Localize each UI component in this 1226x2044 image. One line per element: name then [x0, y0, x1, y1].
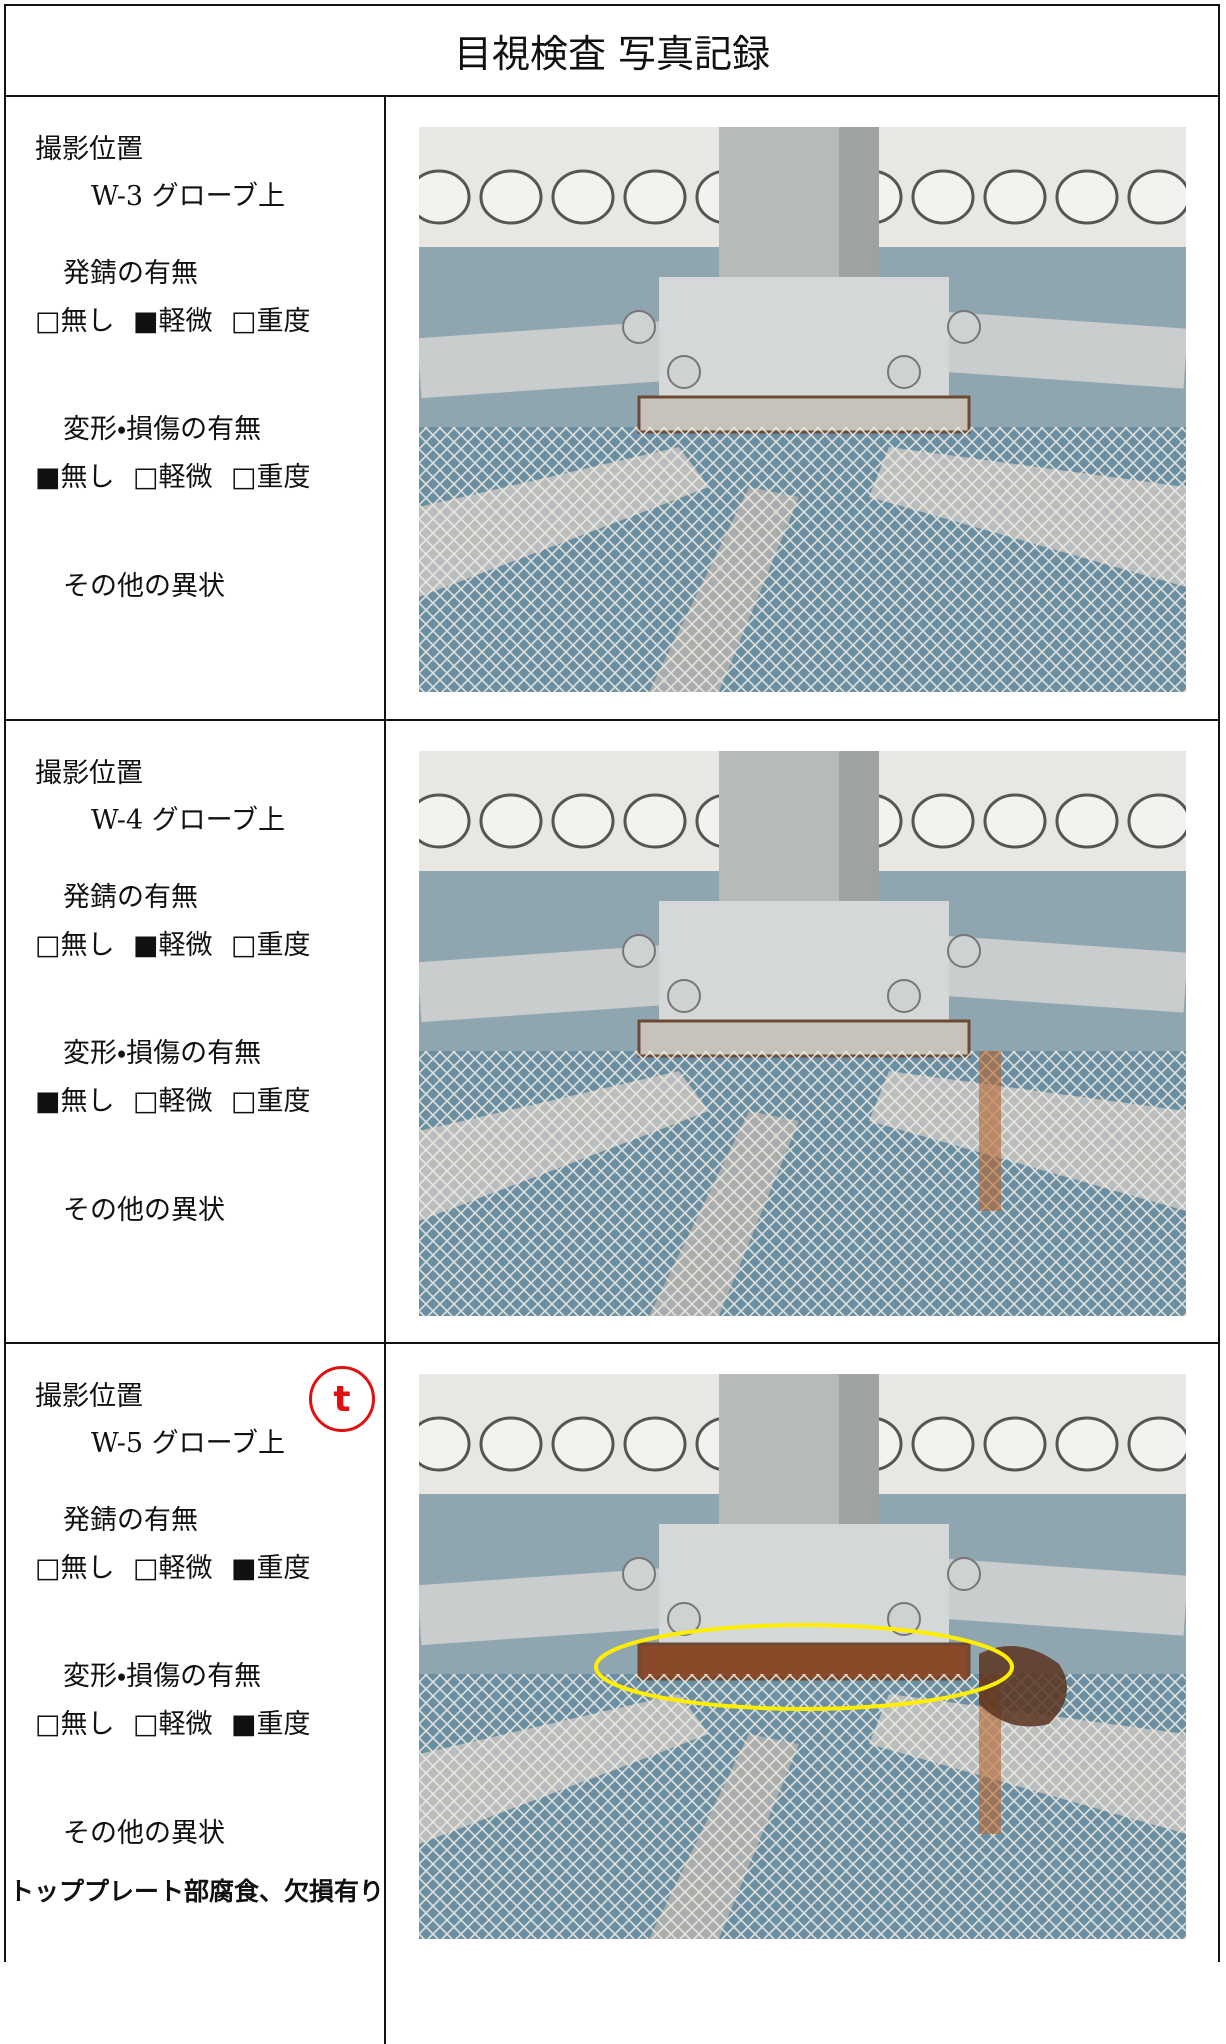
bolt — [887, 1602, 921, 1636]
pipe-end — [1127, 793, 1186, 849]
rust-stain — [979, 1051, 1001, 1211]
damage-option: ■無し — [35, 1086, 115, 1117]
pipe-end — [911, 1416, 975, 1472]
bolt — [667, 355, 701, 389]
net — [419, 1051, 1186, 1316]
damage-option: ■重度 — [231, 1709, 311, 1740]
rust-option: ■重度 — [231, 1553, 311, 1584]
other-label: その他の異状 — [63, 1818, 225, 1849]
rust-option: □無し — [35, 1553, 115, 1584]
damage-option: □軽微 — [133, 462, 213, 493]
rust-label: 発錆の有無 — [63, 258, 198, 289]
bolt — [667, 1602, 701, 1636]
position-label: 撮影位置 — [35, 134, 143, 165]
bolt — [622, 310, 656, 344]
sheet: 目視検査 写真記録 撮影位置 W-3 グローブ上 発錆の有無 □無し ■軽微 □重度 変形・… — [4, 4, 1220, 2044]
other-note: トッププレート部腐食、欠損有り — [9, 1877, 385, 1906]
pipe-end — [623, 169, 687, 225]
rust-option: □軽微 — [133, 1553, 213, 1584]
damage-option: □軽微 — [133, 1086, 213, 1117]
pipe-end — [623, 793, 687, 849]
position-label: 撮影位置 — [35, 758, 143, 789]
rust-option: □重度 — [231, 930, 311, 961]
position-label: 撮影位置 — [35, 1381, 143, 1412]
position: W-3 グローブ上 — [91, 181, 286, 212]
pipe-end — [623, 1416, 687, 1472]
bolt — [887, 355, 921, 389]
pipe-end — [1055, 793, 1119, 849]
pipe-end — [419, 1416, 471, 1472]
highlight-ring — [594, 1623, 1014, 1711]
pipe-end — [1055, 1416, 1119, 1472]
pipe-end — [1127, 169, 1186, 225]
damage-label: 変形・損傷の有無 — [63, 1661, 262, 1692]
bolt — [622, 934, 656, 968]
pipe-end — [479, 1416, 543, 1472]
plate — [637, 1642, 971, 1681]
rust-label: 発錆の有無 — [63, 882, 198, 913]
damage-option: □無し — [35, 1709, 115, 1740]
pipe-end — [983, 793, 1047, 849]
rust-option: ■軽微 — [133, 930, 213, 961]
pipe-end — [551, 793, 615, 849]
pipe-end — [551, 1416, 615, 1472]
page: 目視検査 写真記録 撮影位置 W-3 グローブ上 発錆の有無 □無し ■軽微 □重度 変形・… — [4, 4, 1220, 2044]
net — [419, 1674, 1186, 1939]
record-info: 撮影位置 W-3 グローブ上 発錆の有無 □無し ■軽微 □重度 変形・損傷の有無 ■無し □軽… — [6, 97, 386, 719]
pipe-end — [911, 169, 975, 225]
plate — [637, 395, 971, 434]
photo — [419, 1374, 1186, 1939]
pipe-end — [983, 1416, 1047, 1472]
photo — [419, 751, 1186, 1316]
pipe-end — [479, 169, 543, 225]
pipe-end — [1055, 169, 1119, 225]
damage-option: ■無し — [35, 462, 115, 493]
plate — [637, 1019, 971, 1058]
bolt — [622, 1557, 656, 1591]
net — [419, 427, 1186, 692]
bolt — [947, 310, 981, 344]
other-label: その他の異状 — [63, 571, 225, 602]
pipe-end — [479, 793, 543, 849]
rust-label: 発錆の有無 — [63, 1505, 198, 1536]
record-row: 撮影位置 W-5 グローブ上 t 発錆の有無 □無し □軽微 ■重度 変形・損傷の有無 □無し □… — [6, 1344, 1218, 2044]
pipe-end — [983, 169, 1047, 225]
pipe-end — [911, 793, 975, 849]
position: W-5 グローブ上 — [91, 1428, 286, 1459]
bolt — [887, 979, 921, 1013]
damage-option: □軽微 — [133, 1709, 213, 1740]
other-label: その他の異状 — [63, 1195, 225, 1226]
marker: t — [309, 1366, 375, 1432]
pipe-end — [551, 169, 615, 225]
rust-option: □無し — [35, 306, 115, 337]
pipe-end — [1127, 1416, 1186, 1472]
bolt — [667, 979, 701, 1013]
rust-option: ■軽微 — [133, 306, 213, 337]
bolt — [947, 934, 981, 968]
record-info: 撮影位置 W-4 グローブ上 発錆の有無 □無し ■軽微 □重度 変形・損傷の有無 ■無し □軽… — [6, 721, 386, 1342]
title: 目視検査 写真記録 — [6, 6, 1218, 97]
damage-option: □重度 — [231, 1086, 311, 1117]
bolt — [947, 1557, 981, 1591]
pipe-end — [419, 169, 471, 225]
photo — [419, 127, 1186, 692]
pipe-end — [419, 793, 471, 849]
damage-option: □重度 — [231, 462, 311, 493]
rust-option: □無し — [35, 930, 115, 961]
record-row: 撮影位置 W-3 グローブ上 発錆の有無 □無し ■軽微 □重度 変形・損傷の有無 ■無し □軽… — [6, 97, 1218, 721]
rust-debris — [979, 1646, 1067, 1727]
record-row: 撮影位置 W-4 グローブ上 発錆の有無 □無し ■軽微 □重度 変形・損傷の有無 ■無し □軽… — [6, 721, 1218, 1344]
rust-option: □重度 — [231, 306, 311, 337]
damage-label: 変形・損傷の有無 — [63, 414, 262, 445]
damage-label: 変形・損傷の有無 — [63, 1038, 262, 1069]
position: W-4 グローブ上 — [91, 805, 286, 836]
record-info: 撮影位置 W-5 グローブ上 t 発錆の有無 □無し □軽微 ■重度 変形・損傷の有無 □無し □… — [6, 1344, 386, 2044]
